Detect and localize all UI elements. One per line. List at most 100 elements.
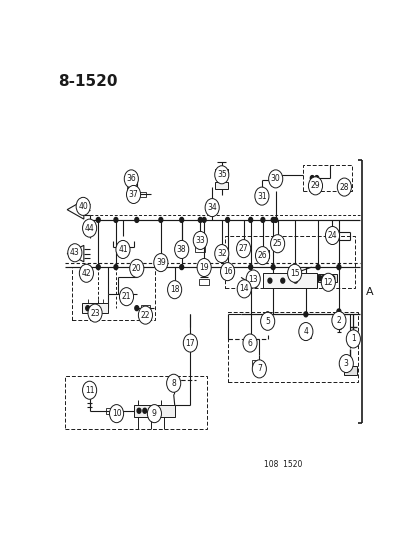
Circle shape xyxy=(124,292,128,296)
Circle shape xyxy=(273,217,277,222)
Circle shape xyxy=(271,265,274,270)
Bar xyxy=(262,273,316,288)
Circle shape xyxy=(308,177,322,195)
Text: 18: 18 xyxy=(169,285,179,294)
Text: 3: 3 xyxy=(343,359,348,368)
Circle shape xyxy=(246,270,260,288)
Circle shape xyxy=(193,231,207,249)
Text: 7: 7 xyxy=(256,365,261,374)
Circle shape xyxy=(268,170,282,188)
Circle shape xyxy=(198,217,202,222)
Circle shape xyxy=(137,408,140,413)
Bar xyxy=(85,224,94,230)
Text: 13: 13 xyxy=(248,274,257,284)
Circle shape xyxy=(197,259,211,277)
Circle shape xyxy=(317,276,321,281)
Circle shape xyxy=(310,175,313,181)
Text: 34: 34 xyxy=(207,203,216,212)
Circle shape xyxy=(271,217,274,222)
Circle shape xyxy=(252,360,266,378)
Text: 24: 24 xyxy=(327,231,337,240)
Circle shape xyxy=(96,265,100,270)
Circle shape xyxy=(202,217,206,222)
Bar xyxy=(82,303,108,313)
Circle shape xyxy=(225,217,229,222)
Text: 23: 23 xyxy=(90,309,100,318)
Circle shape xyxy=(324,276,328,281)
Circle shape xyxy=(331,311,345,329)
Circle shape xyxy=(174,240,188,259)
Bar xyxy=(222,272,232,278)
Circle shape xyxy=(327,276,331,281)
Circle shape xyxy=(314,175,318,181)
Bar xyxy=(195,246,204,252)
Circle shape xyxy=(126,185,140,204)
Circle shape xyxy=(254,187,268,205)
Circle shape xyxy=(242,334,256,352)
Circle shape xyxy=(267,278,271,283)
Text: 5: 5 xyxy=(265,317,269,326)
Bar xyxy=(238,244,248,249)
Circle shape xyxy=(179,265,183,270)
Circle shape xyxy=(345,330,360,348)
Circle shape xyxy=(338,354,353,373)
Circle shape xyxy=(135,265,138,270)
Circle shape xyxy=(167,281,181,298)
Circle shape xyxy=(135,217,138,222)
Circle shape xyxy=(183,334,197,352)
Text: 2: 2 xyxy=(336,316,340,325)
Circle shape xyxy=(202,265,206,270)
Circle shape xyxy=(204,199,219,216)
Circle shape xyxy=(336,309,340,314)
Circle shape xyxy=(135,192,138,197)
Bar xyxy=(156,258,165,264)
Circle shape xyxy=(225,265,229,270)
Bar xyxy=(136,191,146,197)
Bar xyxy=(185,340,195,346)
Circle shape xyxy=(91,306,95,311)
Text: 28: 28 xyxy=(339,183,348,191)
Text: 26: 26 xyxy=(257,251,267,260)
Circle shape xyxy=(114,217,118,222)
Text: 12: 12 xyxy=(323,278,332,287)
Text: 17: 17 xyxy=(185,338,195,348)
Text: 35: 35 xyxy=(216,170,226,179)
Circle shape xyxy=(273,172,277,177)
Text: 9: 9 xyxy=(152,409,157,418)
Circle shape xyxy=(298,322,312,341)
Circle shape xyxy=(142,408,146,413)
Text: 29: 29 xyxy=(310,181,320,190)
Circle shape xyxy=(124,170,138,188)
Circle shape xyxy=(273,176,277,181)
Circle shape xyxy=(248,217,252,222)
Circle shape xyxy=(260,217,264,222)
Text: A: A xyxy=(365,287,372,297)
Circle shape xyxy=(179,217,183,222)
Circle shape xyxy=(214,166,228,184)
Text: 20: 20 xyxy=(132,264,141,273)
Bar xyxy=(199,279,209,285)
Bar xyxy=(344,366,356,375)
Circle shape xyxy=(330,276,334,281)
Text: 40: 40 xyxy=(78,202,88,211)
Circle shape xyxy=(316,265,319,270)
Circle shape xyxy=(248,336,252,342)
Circle shape xyxy=(255,247,269,265)
Text: 21: 21 xyxy=(121,292,131,301)
Circle shape xyxy=(147,405,161,423)
Circle shape xyxy=(82,381,97,399)
Text: 33: 33 xyxy=(195,236,205,245)
Circle shape xyxy=(119,288,133,306)
Text: 25: 25 xyxy=(272,239,282,248)
Circle shape xyxy=(287,264,301,282)
Text: 4: 4 xyxy=(303,327,308,336)
Bar xyxy=(216,249,226,255)
Circle shape xyxy=(153,254,168,272)
Circle shape xyxy=(220,263,234,281)
Text: 30: 30 xyxy=(270,174,280,183)
Circle shape xyxy=(280,278,284,283)
Circle shape xyxy=(129,260,143,277)
Text: 19: 19 xyxy=(199,263,209,272)
Circle shape xyxy=(96,217,100,222)
Circle shape xyxy=(135,306,138,311)
